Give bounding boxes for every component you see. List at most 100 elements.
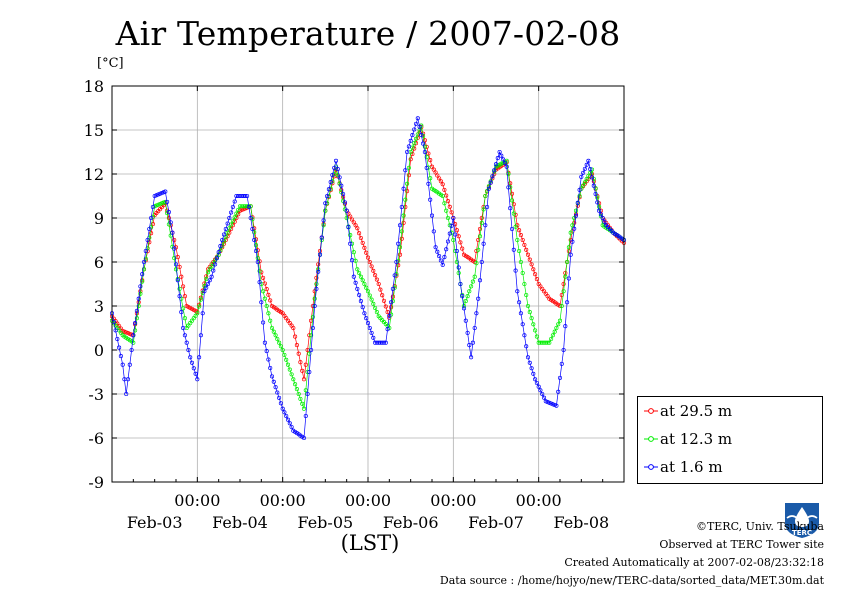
data-point xyxy=(289,424,294,430)
data-point xyxy=(525,303,531,309)
data-point xyxy=(349,217,355,222)
data-point xyxy=(451,215,456,221)
data-point xyxy=(396,241,401,246)
data-point xyxy=(182,294,187,299)
data-point xyxy=(316,269,321,274)
y-tick-label: 3 xyxy=(94,297,104,316)
logo-text: TERC xyxy=(792,529,812,537)
data-point xyxy=(579,174,584,179)
data-point xyxy=(287,367,292,372)
data-point xyxy=(586,158,591,163)
data-point xyxy=(429,164,435,169)
data-point xyxy=(181,306,186,311)
data-point xyxy=(113,328,118,333)
data-point xyxy=(136,303,141,309)
data-point xyxy=(332,165,337,170)
data-point xyxy=(467,289,472,294)
data-point xyxy=(435,249,440,254)
data-point xyxy=(389,305,394,310)
data-point xyxy=(348,233,353,238)
data-point xyxy=(581,170,586,175)
data-point xyxy=(211,268,216,273)
data-point xyxy=(309,347,314,353)
data-point xyxy=(257,280,262,285)
data-point xyxy=(435,173,440,178)
data-point xyxy=(570,239,575,244)
data-point xyxy=(124,330,129,335)
data-point xyxy=(520,237,525,243)
data-point xyxy=(509,226,515,232)
data-point xyxy=(118,354,123,359)
data-point xyxy=(445,199,451,204)
data-point xyxy=(488,180,493,185)
data-point xyxy=(157,191,163,196)
data-point xyxy=(405,181,410,186)
data-point xyxy=(225,230,230,235)
y-tick-label: -3 xyxy=(88,385,104,404)
data-point xyxy=(547,400,552,405)
data-point xyxy=(477,278,483,283)
data-point xyxy=(264,303,269,309)
data-point xyxy=(269,325,275,331)
data-point xyxy=(264,287,269,292)
data-point xyxy=(385,310,390,315)
data-point xyxy=(360,305,365,310)
data-point xyxy=(296,391,301,397)
data-point xyxy=(501,157,506,162)
data-point xyxy=(454,228,459,233)
data-point xyxy=(225,221,230,226)
data-point xyxy=(408,157,413,162)
data-point xyxy=(364,250,369,255)
data-point xyxy=(252,237,257,243)
data-point xyxy=(463,299,468,304)
data-point xyxy=(557,318,563,323)
data-point xyxy=(198,333,203,338)
data-point xyxy=(387,313,392,318)
data-point xyxy=(412,127,417,132)
data-point xyxy=(310,325,315,331)
data-point xyxy=(524,292,529,298)
data-point xyxy=(229,210,234,215)
data-point xyxy=(133,321,138,326)
data-point xyxy=(597,208,602,213)
data-point xyxy=(433,245,438,250)
data-point xyxy=(390,286,395,291)
data-point xyxy=(266,292,271,297)
data-point xyxy=(410,145,415,150)
data-point xyxy=(141,267,147,272)
data-point xyxy=(172,237,177,243)
data-point xyxy=(261,320,266,325)
data-point xyxy=(429,213,435,218)
data-point xyxy=(563,274,568,279)
data-point xyxy=(188,355,193,360)
data-point xyxy=(588,167,593,172)
data-point xyxy=(541,395,547,400)
data-point xyxy=(342,200,347,205)
data-point xyxy=(421,141,426,146)
data-point xyxy=(273,385,278,390)
data-point xyxy=(595,200,600,205)
data-point xyxy=(401,186,406,191)
data-point xyxy=(461,306,467,311)
data-point xyxy=(285,362,291,367)
data-point xyxy=(602,219,607,224)
data-point xyxy=(316,262,321,267)
data-point xyxy=(140,279,145,284)
data-point xyxy=(595,195,600,200)
data-point xyxy=(344,215,349,221)
data-point xyxy=(410,133,415,138)
data-point xyxy=(470,279,475,284)
data-point xyxy=(561,281,566,287)
data-point xyxy=(280,406,285,411)
data-point xyxy=(204,277,209,282)
data-point xyxy=(287,421,292,426)
data-point xyxy=(412,141,417,146)
data-point xyxy=(481,241,486,246)
y-tick-label: 0 xyxy=(94,341,104,360)
data-point xyxy=(333,158,339,163)
data-point xyxy=(490,174,495,179)
data-point xyxy=(253,243,259,248)
data-point xyxy=(428,158,433,163)
data-point xyxy=(566,245,571,250)
data-point xyxy=(230,218,235,223)
